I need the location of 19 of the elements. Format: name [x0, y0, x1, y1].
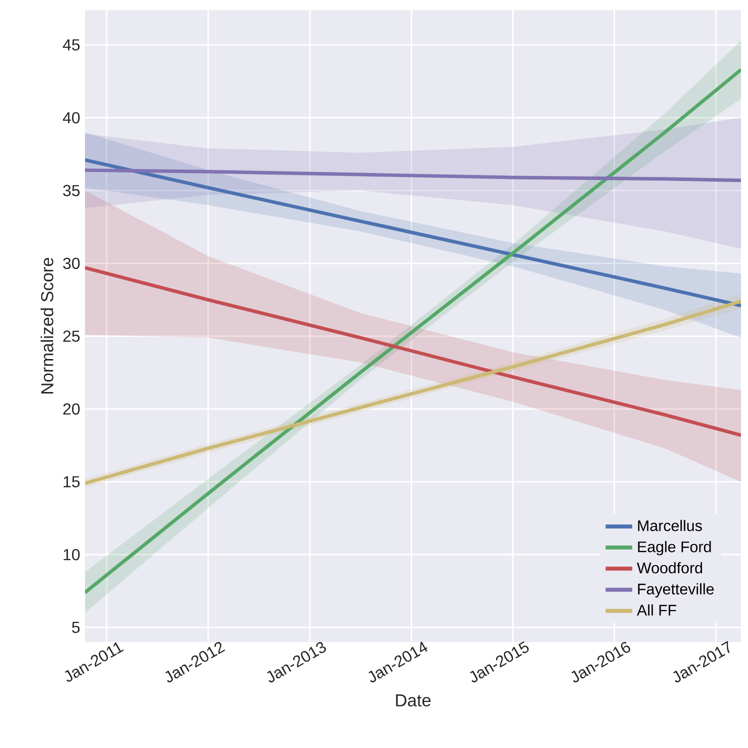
- y-tick-label: 10: [64, 548, 80, 560]
- y-tick-label: 40: [62, 112, 80, 124]
- y-tick-label: 20: [63, 403, 80, 415]
- y-tick-label: 45: [62, 39, 80, 51]
- legend-label: Fayetteville: [638, 583, 714, 598]
- legend-label: Woodford: [636, 562, 702, 574]
- y-tick-label: 5: [72, 622, 80, 634]
- y-tick-label: 35: [63, 184, 80, 196]
- y-tick-label: 15: [64, 476, 80, 488]
- y-tick-label: 30: [63, 258, 80, 270]
- x-axis-title: Date: [396, 694, 431, 706]
- line-series: [85, 158, 742, 308]
- legend-label: All FF: [636, 604, 676, 616]
- legend-label: Eagle Ford: [638, 541, 711, 556]
- legend-label: Marcellus: [638, 520, 702, 532]
- line-series: [85, 266, 742, 437]
- y-tick-label: 25: [63, 330, 80, 342]
- line-series: [85, 168, 742, 182]
- y-axis-title: Normalized Score: [40, 258, 54, 394]
